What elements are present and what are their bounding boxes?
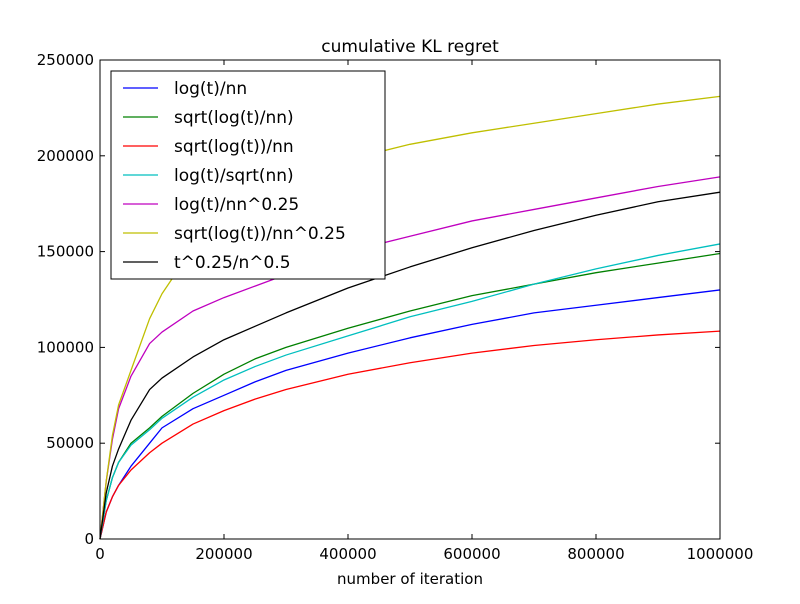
- legend: log(t)/nn sqrt(log(t)/nn) sqrt(log(t))/nn l…: [110, 70, 386, 280]
- legend-label: sqrt(log(t))/nn^0.25: [174, 224, 346, 244]
- chart-title: cumulative KL regret: [321, 37, 499, 57]
- series-line-4: [99, 243, 721, 540]
- y-tick-label: 0: [84, 530, 94, 548]
- y-tick-label: 50000: [46, 434, 94, 452]
- legend-label: log(t)/nn^0.25: [174, 195, 299, 215]
- legend-label: sqrt(log(t)/nn): [174, 108, 294, 128]
- legend-label: log(t)/sqrt(nn): [174, 166, 294, 186]
- legend-label: sqrt(log(t))/nn: [174, 137, 294, 157]
- series-line-3: [99, 330, 721, 540]
- series-line-7: [99, 191, 721, 540]
- ticks-layer: 0 200000 400000 600000 800000 1000000 0 50000 10…: [37, 51, 754, 563]
- x-tick-label: 800000: [567, 545, 624, 563]
- x-tick-label: 200000: [195, 545, 252, 563]
- legend-label: t^0.25/n^0.5: [174, 253, 291, 273]
- x-axis-label: number of iteration: [337, 570, 483, 588]
- y-tick-label: 200000: [37, 147, 94, 165]
- y-tick-label: 150000: [37, 243, 94, 261]
- x-tick-label: 1000000: [687, 545, 754, 563]
- y-tick-label: 100000: [37, 338, 94, 356]
- series-lines-layer: [99, 95, 721, 540]
- x-tick-label: 400000: [319, 545, 376, 563]
- series-line-5: [99, 176, 721, 540]
- x-tick-label: 600000: [443, 545, 500, 563]
- x-tick-label: 0: [95, 545, 105, 563]
- axes-frame: [99, 59, 721, 540]
- legend-label: log(t)/nn: [174, 79, 247, 99]
- y-tick-label: 250000: [37, 51, 94, 69]
